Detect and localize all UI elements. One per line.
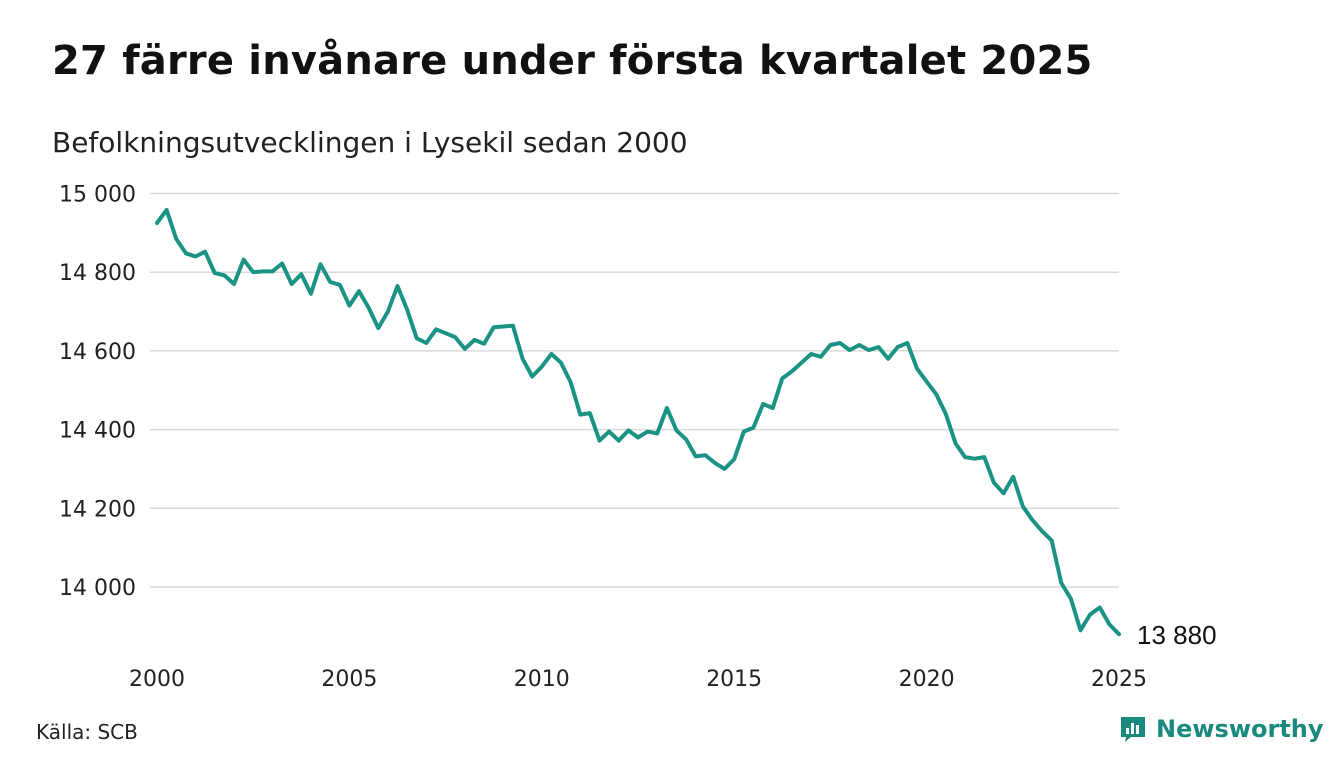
y-tick-label: 14 000 xyxy=(59,576,136,601)
x-tick-label: 2020 xyxy=(899,667,955,692)
bar-chart-speech-bubble-icon xyxy=(1121,717,1145,742)
y-tick-label: 14 200 xyxy=(59,497,136,522)
line-chart: 14 000 14 200 14 400 14 600 14 800 15 000 200… xyxy=(59,183,1217,693)
x-axis-ticks: 2000 2005 2010 2015 2020 2025 xyxy=(129,667,1147,692)
y-tick-label: 14 800 xyxy=(59,261,136,286)
y-tick-label: 14 600 xyxy=(59,340,136,365)
series-line-0 xyxy=(155,208,1121,637)
brand-name: Newsworthy xyxy=(1156,715,1324,743)
series-group xyxy=(155,208,1121,637)
chart-title: 27 färre invånare under första kvartalet… xyxy=(52,38,1093,84)
source-note: Källa: SCB xyxy=(36,720,138,744)
y-tick-label: 14 400 xyxy=(59,419,136,444)
annotations: 13 880 xyxy=(1137,620,1217,650)
y-axis-ticks: 14 000 14 200 14 400 14 600 14 800 15 000 xyxy=(59,183,136,602)
gridlines xyxy=(150,192,1119,588)
x-tick-label: 2000 xyxy=(129,667,185,692)
x-tick-label: 2025 xyxy=(1091,667,1147,692)
chart-subtitle: Befolkningsutvecklingen i Lysekil sedan … xyxy=(52,126,688,159)
brand-logo: Newsworthy xyxy=(1118,714,1324,744)
y-tick-label: 15 000 xyxy=(59,183,136,208)
end-value-label: 13 880 xyxy=(1137,620,1217,650)
x-tick-label: 2005 xyxy=(321,667,377,692)
x-tick-label: 2010 xyxy=(514,667,570,692)
x-tick-label: 2015 xyxy=(706,667,762,692)
